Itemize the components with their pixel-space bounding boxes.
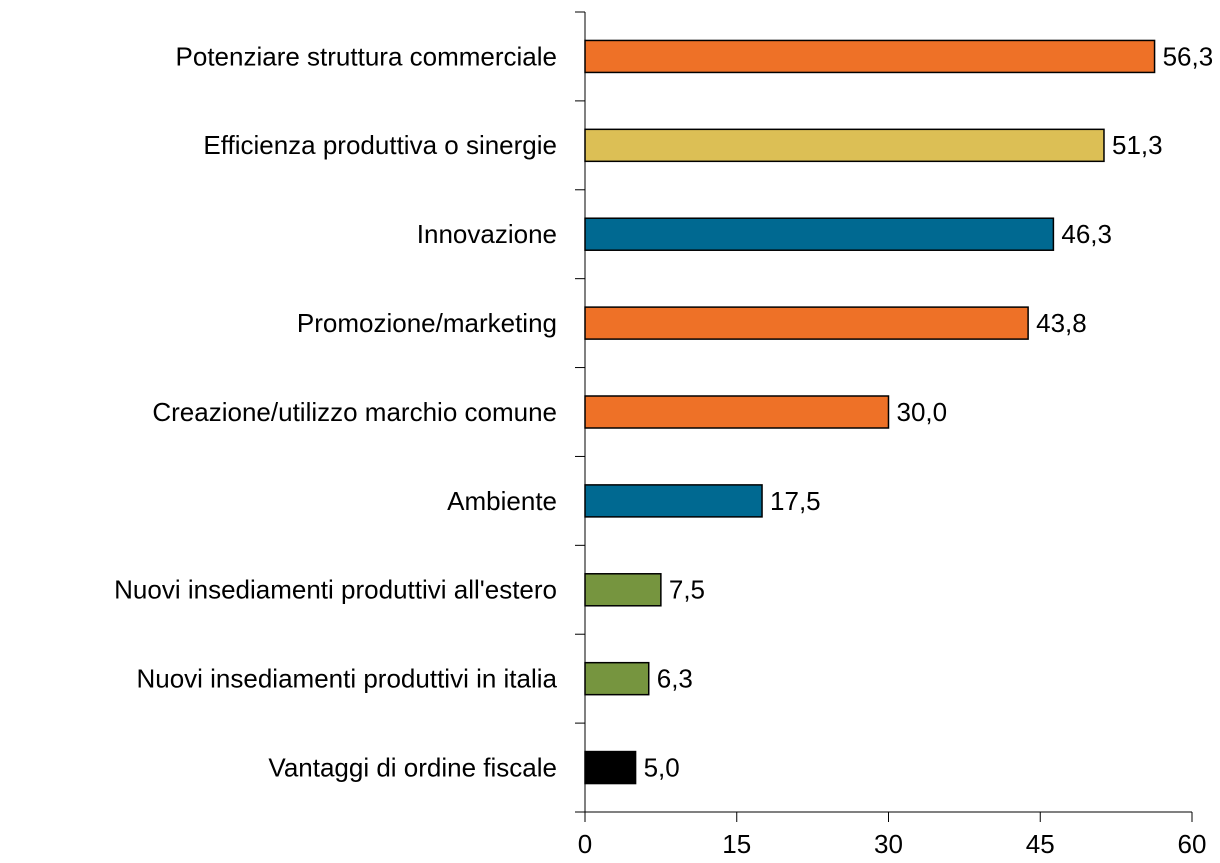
y-tick-label: Ambiente <box>447 486 557 516</box>
y-tick-label: Potenziare struttura commerciale <box>176 41 557 71</box>
value-label: 7,5 <box>669 575 705 605</box>
bar <box>584 573 662 607</box>
bar <box>584 128 1105 163</box>
y-tick-label: Creazione/utilizzo marchio comune <box>152 397 557 427</box>
y-tick-label: Vantaggi di ordine fiscale <box>268 752 557 782</box>
value-label: 46,3 <box>1061 219 1112 249</box>
value-label: 43,8 <box>1036 308 1087 338</box>
x-tick-label: 15 <box>722 829 751 859</box>
x-tick-label: 30 <box>874 829 903 859</box>
value-label: 51,3 <box>1112 130 1163 160</box>
x-tick-label: 60 <box>1178 829 1207 859</box>
x-tick-label: 0 <box>578 829 592 859</box>
y-tick-label: Nuovi insediamenti produttivi all'estero <box>114 575 557 605</box>
value-label: 56,3 <box>1163 41 1214 71</box>
bar <box>584 750 637 785</box>
y-tick-label: Efficienza produttiva o sinergie <box>203 130 557 160</box>
x-tick-label: 45 <box>1026 829 1055 859</box>
value-label: 5,0 <box>644 752 680 782</box>
y-tick-label: Promozione/marketing <box>297 308 557 338</box>
bar <box>584 395 890 429</box>
bar <box>584 217 1055 251</box>
value-label: 17,5 <box>770 486 821 516</box>
y-tick-label: Innovazione <box>417 219 557 249</box>
bar <box>584 306 1029 340</box>
bar <box>584 661 650 696</box>
bar <box>584 39 1156 74</box>
value-label: 6,3 <box>657 664 693 694</box>
y-tick-label: Nuovi insediamenti produttivi in italia <box>136 664 557 694</box>
bar <box>584 484 763 518</box>
value-label: 30,0 <box>897 397 948 427</box>
